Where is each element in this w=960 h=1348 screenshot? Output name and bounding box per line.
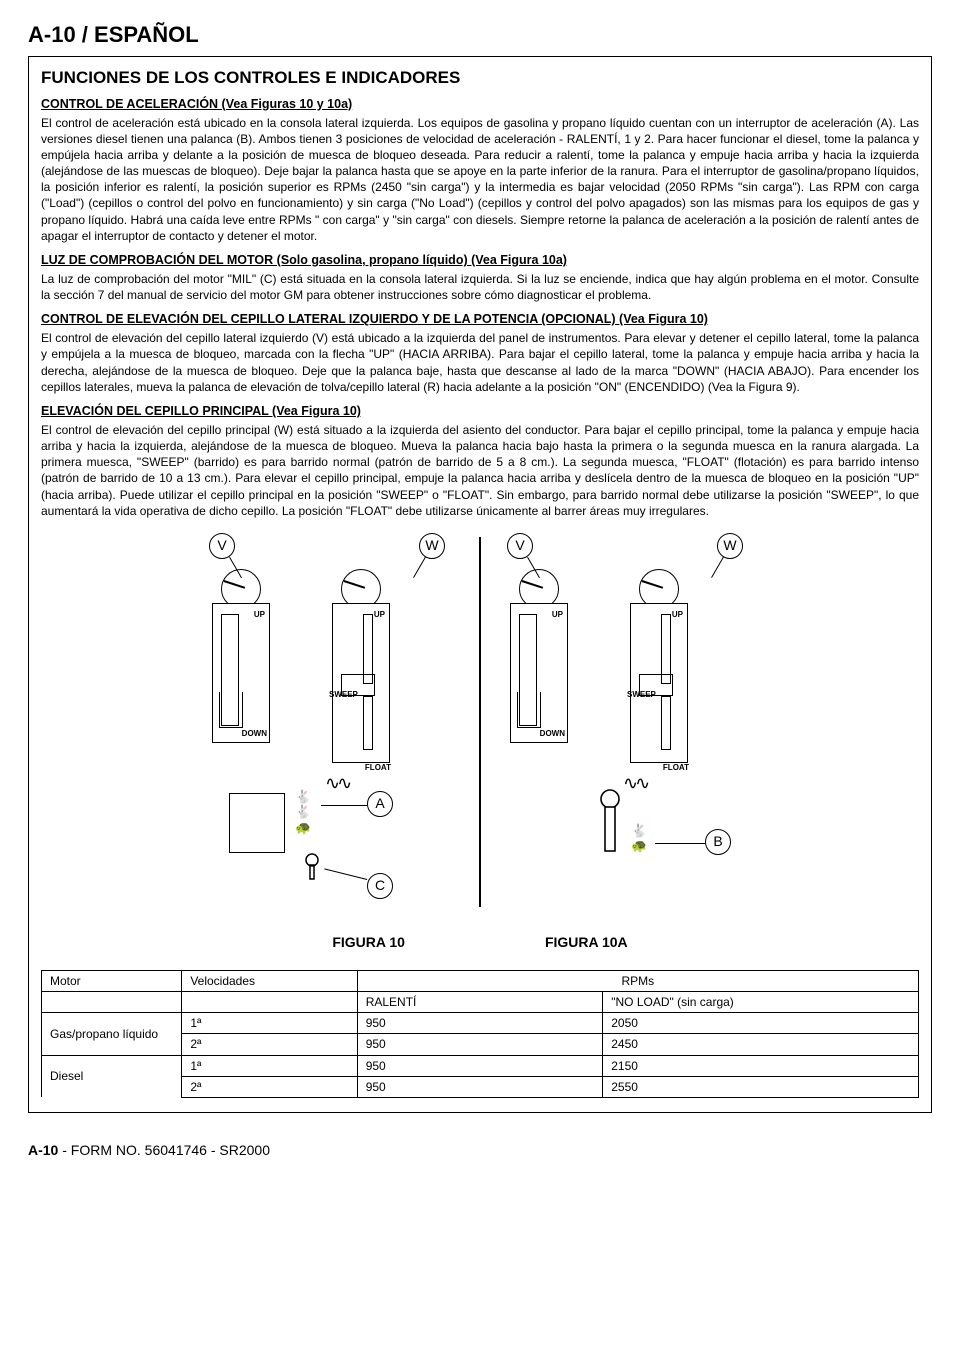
figures-row: V W UP DOWN [41, 533, 919, 913]
lever-w-slot: UP SWEEP FLOAT [630, 603, 688, 763]
footer-page: A-10 [28, 1142, 58, 1158]
cell: 1ª [182, 1013, 357, 1034]
figure-divider [479, 537, 481, 907]
main-title: FUNCIONES DE LOS CONTROLES E INDICADORES [41, 67, 919, 90]
lever-v-slot: UP DOWN [212, 603, 270, 743]
cell: 2550 [603, 1076, 919, 1097]
lbl-up: UP [672, 610, 683, 621]
wave-icon: ∿∿ [325, 771, 349, 795]
rpm-table: Motor Velocidades RPMs RALENTÍ "NO LOAD"… [41, 970, 919, 1098]
key-icon [301, 853, 323, 883]
cell: 1ª [182, 1055, 357, 1076]
page-header: A-10 / ESPAÑOL [28, 20, 932, 50]
cell [182, 991, 357, 1012]
label-b: B [705, 829, 731, 855]
content-box: FUNCIONES DE LOS CONTROLES E INDICADORES… [28, 56, 932, 1113]
cell: 950 [357, 1076, 603, 1097]
lever-w-slot: UP SWEEP FLOAT [332, 603, 390, 763]
label-c: C [367, 873, 393, 899]
throttle-icons: 🐇🐇🐢 [295, 789, 311, 836]
cell: 2ª [182, 1034, 357, 1055]
cell [42, 991, 182, 1012]
page-footer: A-10 - FORM NO. 56041746 - SR2000 [28, 1141, 960, 1160]
lbl-sweep: SWEEP [627, 690, 656, 701]
sec3-title: CONTROL DE ELEVACIÓN DEL CEPILLO LATERAL… [41, 311, 919, 328]
throttle-box [229, 793, 285, 853]
lbl-float: FLOAT [663, 763, 689, 774]
cell: 2150 [603, 1055, 919, 1076]
lbl-sweep: SWEEP [329, 690, 358, 701]
label-v: V [507, 533, 533, 559]
lbl-up: UP [552, 610, 563, 621]
sec1-title: CONTROL DE ACELERACIÓN (Vea Figuras 10 y… [41, 96, 919, 113]
label-a: A [367, 791, 393, 817]
figure-10a: V W UP DOWN [499, 533, 759, 913]
cell: 2050 [603, 1013, 919, 1034]
footer-rest: - FORM NO. 56041746 - SR2000 [58, 1142, 270, 1158]
label-v: V [209, 533, 235, 559]
cell: 2450 [603, 1034, 919, 1055]
cell: 950 [357, 1013, 603, 1034]
caption-fig10: FIGURA 10 [332, 933, 405, 952]
th-motor: Motor [42, 970, 182, 991]
cell: 2ª [182, 1076, 357, 1097]
th-speeds: Velocidades [182, 970, 357, 991]
cell: 950 [357, 1055, 603, 1076]
label-w: W [717, 533, 743, 559]
caption-fig10a: FIGURA 10A [545, 933, 628, 952]
th-rpms: RPMs [357, 970, 918, 991]
sec2-body: La luz de comprobación del motor "MIL" (… [41, 271, 919, 303]
sec4-title: ELEVACIÓN DEL CEPILLO PRINCIPAL (Vea Fig… [41, 403, 919, 420]
sec1-body: El control de aceleración está ubicado e… [41, 115, 919, 245]
cell: RALENTÍ [357, 991, 603, 1012]
lbl-up: UP [254, 610, 265, 621]
cell: "NO LOAD" (sin carga) [603, 991, 919, 1012]
lbl-float: FLOAT [365, 763, 391, 774]
cell: Gas/propano líquido [42, 1013, 182, 1055]
lever-b-icon [593, 789, 627, 859]
cell: 950 [357, 1034, 603, 1055]
lbl-down: DOWN [242, 729, 267, 740]
lbl-up: UP [374, 610, 385, 621]
speed-icons: 🐇🐢 [631, 823, 647, 854]
sec4-body: El control de elevación del cepillo prin… [41, 422, 919, 519]
cell: Diesel [42, 1055, 182, 1097]
lbl-down: DOWN [540, 729, 565, 740]
label-w: W [419, 533, 445, 559]
lever-v-slot: UP DOWN [510, 603, 568, 743]
sec2-title: LUZ DE COMPROBACIÓN DEL MOTOR (Solo gaso… [41, 252, 919, 269]
sec3-body: El control de elevación del cepillo late… [41, 330, 919, 395]
figure-captions: FIGURA 10 FIGURA 10A [41, 933, 919, 952]
figure-10: V W UP DOWN [201, 533, 461, 913]
